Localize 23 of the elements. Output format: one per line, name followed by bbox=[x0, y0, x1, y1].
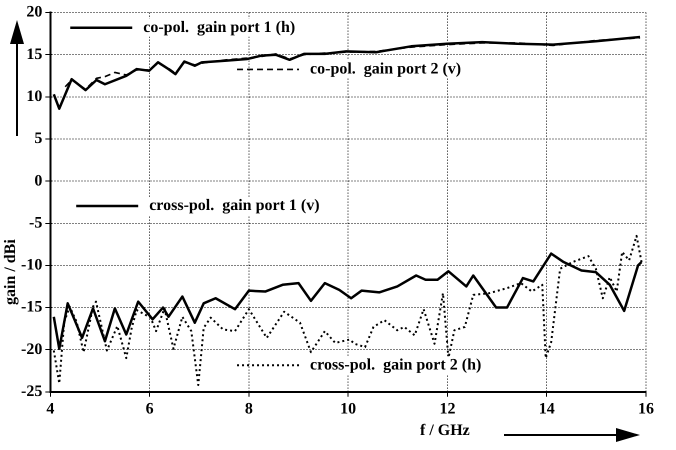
x-axis-title: f / GHz bbox=[420, 422, 470, 440]
y-tick-label: 20 bbox=[26, 4, 42, 21]
x-tick-label: 6 bbox=[146, 400, 154, 418]
legend-label: cross-pol. gain port 1 (v) bbox=[149, 197, 320, 214]
y-tick-label: -10 bbox=[21, 256, 42, 274]
y-axis-title: gain / dBi bbox=[2, 239, 20, 305]
legend-label: co-pol. gain port 1 (h) bbox=[143, 18, 296, 36]
y-tick-label: 15 bbox=[26, 46, 42, 63]
x-tick-label: 8 bbox=[244, 400, 253, 418]
x-tick-label: 4 bbox=[46, 400, 54, 418]
legend-label: co-pol. gain port 2 (v) bbox=[310, 60, 462, 78]
x-tick-label: 12 bbox=[439, 400, 456, 418]
legend-label: cross-pol. gain port 2 (h) bbox=[310, 356, 482, 374]
x-tick-label: 14 bbox=[538, 400, 555, 418]
y-tick-label: -15 bbox=[21, 298, 42, 316]
y-tick-label: 10 bbox=[26, 88, 42, 106]
y-tick-label: -5 bbox=[29, 214, 42, 232]
y-tick-label: 0 bbox=[34, 172, 42, 190]
y-tick-label: -20 bbox=[21, 340, 42, 358]
x-tick-label: 16 bbox=[638, 400, 654, 418]
y-tick-label: 5 bbox=[34, 130, 42, 148]
y-tick-label: -25 bbox=[21, 382, 42, 400]
x-tick-label: 10 bbox=[340, 400, 356, 418]
